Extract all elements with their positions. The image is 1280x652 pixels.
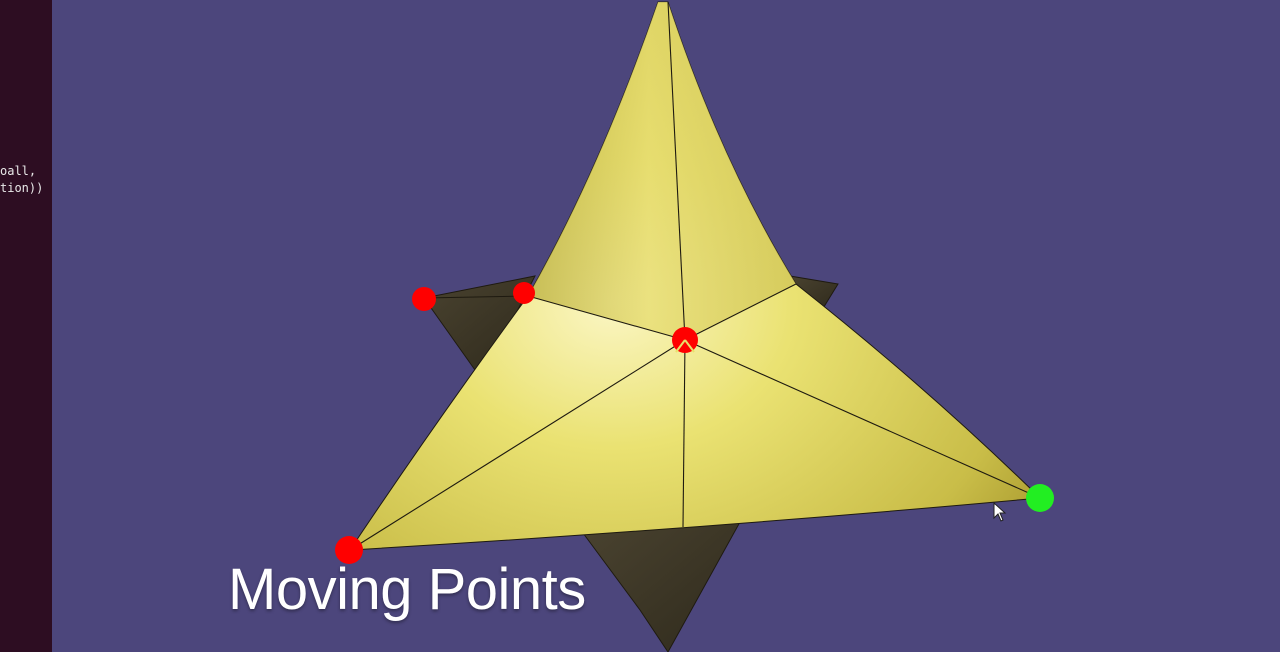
code-editor-panel[interactable]: oall, tion)) (0, 0, 52, 652)
control-point[interactable] (335, 536, 363, 564)
point-notch (675, 339, 686, 353)
mesh-render (335, 1, 1054, 652)
code-line: oall, (0, 164, 37, 178)
video-caption: Moving Points (228, 557, 586, 622)
3d-viewport[interactable]: Moving Points (52, 0, 1280, 652)
arrow-pointer-icon (993, 502, 1007, 522)
code-line: tion)) (0, 181, 44, 195)
point-notch (684, 339, 695, 353)
control-point[interactable] (513, 282, 535, 304)
selected-control-point[interactable] (1026, 484, 1054, 512)
back-face-bottom (582, 521, 741, 652)
mesh-edges (349, 1, 1041, 551)
control-point[interactable] (412, 287, 436, 311)
spire-surface (528, 2, 796, 340)
